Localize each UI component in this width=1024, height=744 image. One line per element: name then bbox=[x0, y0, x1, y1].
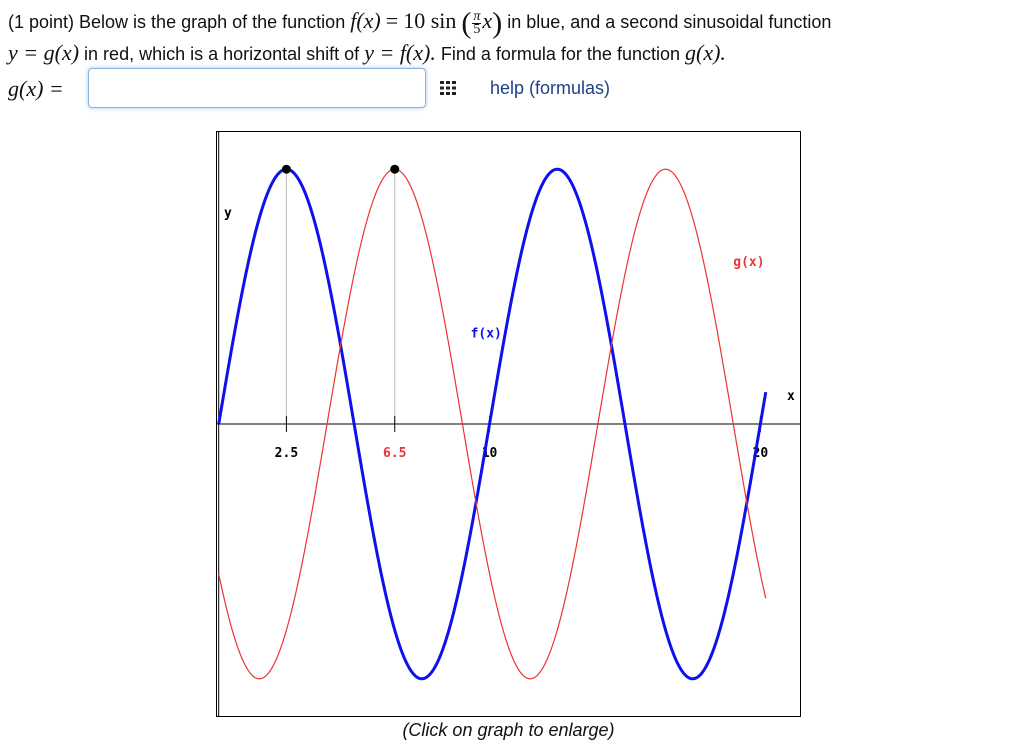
variable-x: x bbox=[482, 8, 493, 33]
graph-caption: (Click on graph to enlarge) bbox=[402, 720, 615, 740]
answer-label: g(x) = bbox=[8, 76, 64, 101]
problem-statement-line-2: y = g(x) in red, which is a horizontal s… bbox=[8, 40, 726, 67]
y-axis-label: y bbox=[224, 206, 232, 221]
close-paren: ) bbox=[492, 6, 503, 40]
g-curve-label: g(x) bbox=[733, 255, 764, 270]
help-formulas-link[interactable]: help (formulas) bbox=[490, 78, 611, 98]
marked-point bbox=[281, 164, 291, 174]
problem-text-suffix: in blue, and a second sinusoidal functio… bbox=[507, 12, 832, 32]
fraction-numerator: π bbox=[472, 8, 482, 24]
graph-svg[interactable]: 2.5 6.5 10 20 x y f(x)g(x) bbox=[216, 131, 801, 717]
marked-point bbox=[390, 164, 400, 174]
y-equals-f: y = f(x). bbox=[364, 40, 436, 65]
open-paren: ( bbox=[461, 6, 472, 40]
problem-statement-line-1: (1 point) Below is the graph of the func… bbox=[8, 6, 832, 40]
grid-icon[interactable] bbox=[438, 79, 458, 97]
answer-row: g(x) = help (formulas) bbox=[8, 68, 708, 112]
equals-sign: = bbox=[385, 8, 399, 33]
problem-text-mid: in red, which is a horizontal shift of bbox=[84, 44, 360, 64]
f-curve-label: f(x) bbox=[471, 326, 502, 341]
x-tick-label: 2.5 bbox=[275, 446, 298, 461]
f-curve bbox=[217, 167, 768, 681]
problem-text-find: Find a formula for the function bbox=[440, 44, 680, 64]
answer-input[interactable] bbox=[88, 68, 426, 108]
function-f-coefficient: 10 sin bbox=[403, 8, 457, 33]
x-axis-label: x bbox=[787, 389, 795, 404]
function-f-name: f(x) bbox=[350, 8, 381, 33]
x-tick-label: 6.5 bbox=[383, 446, 406, 461]
g-curve bbox=[218, 168, 767, 680]
function-g-name: g(x). bbox=[685, 40, 726, 65]
y-equals-g: y = g(x) bbox=[8, 40, 80, 65]
graph[interactable]: 2.5 6.5 10 20 x y f(x) g(x) bbox=[216, 131, 801, 717]
problem-text-prefix: (1 point) Below is the graph of the func… bbox=[8, 12, 346, 32]
fraction-denominator: 5 bbox=[473, 21, 481, 37]
